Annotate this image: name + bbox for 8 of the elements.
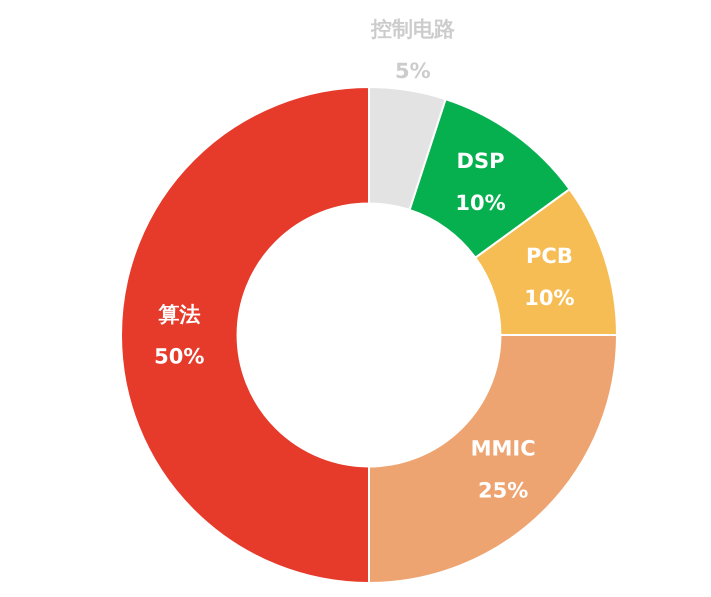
data-label: 10% [524,286,575,310]
data-label: 25% [478,478,528,503]
slice-label: MMIC [470,436,536,461]
slice-label: PCB [526,244,573,268]
data-label: 50% [154,344,204,369]
slice-label: DSP [456,149,504,174]
slice-label: 算法 [157,302,200,327]
data-label: 10% [455,191,506,216]
